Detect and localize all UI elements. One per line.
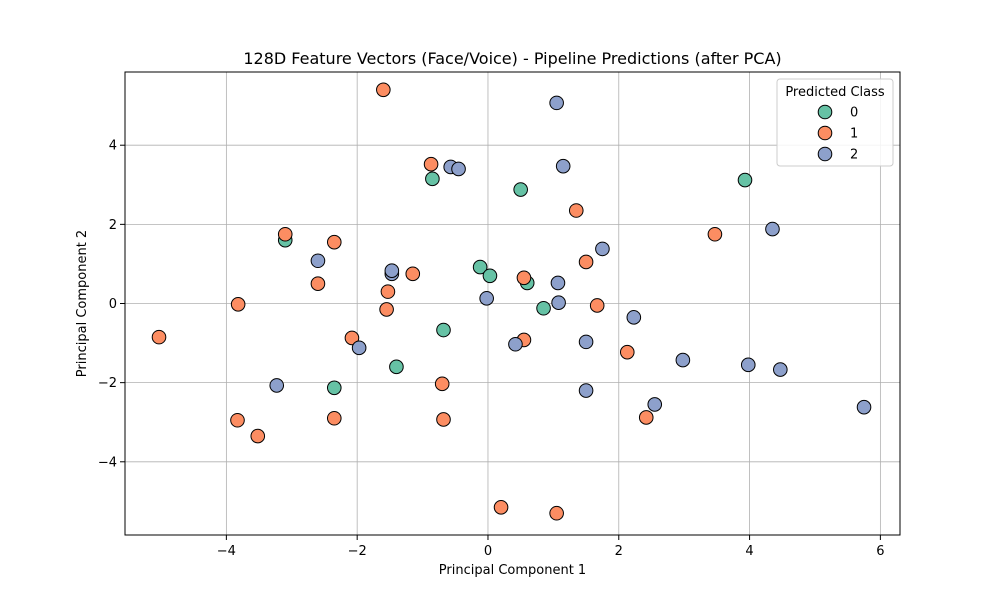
data-point-class-2 [551,295,566,311]
data-point-class-2 [508,336,523,352]
data-point-class-1 [230,412,245,428]
y-axis-label: Principal Component 2 [75,230,90,377]
data-point-class-1 [326,234,342,250]
y-tick-label: 4 [109,139,117,154]
data-point-class-2 [310,253,326,269]
data-point-class-2 [549,95,564,111]
data-point-class-0 [482,268,498,284]
x-axis-ticks: −4 −2 0 2 4 6 [217,535,885,559]
data-point-class-2 [351,340,367,356]
y-tick-label: −2 [98,376,117,391]
data-point-class-1 [434,376,450,392]
data-point-class-1 [638,410,654,425]
data-point-class-1 [619,344,635,360]
x-tick-label: −4 [217,544,236,559]
data-point-class-0 [472,259,488,275]
x-axis-label: Principal Component 1 [439,563,586,578]
data-point-class-2 [578,383,594,398]
data-point-class-2 [578,334,594,350]
data-point-class-1 [344,330,360,346]
data-point-class-1 [379,302,394,317]
data-point-class-1 [230,296,246,312]
plot-area: −4 −2 0 2 4 6 −4 −2 0 2 4 [98,71,901,559]
data-point-class-0 [326,380,342,396]
data-point-class-1 [277,226,293,242]
data-point-class-1 [549,505,564,521]
y-axis-ticks: −4 −2 0 2 4 [98,139,125,470]
legend-marker-class-0 [817,104,833,120]
legend-marker-class-2 [817,146,833,162]
data-point-class-2 [451,161,466,177]
data-point-class-2 [740,357,756,373]
x-tick-label: −2 [348,544,367,559]
data-point-class-0 [737,172,753,188]
y-tick-label: 0 [109,297,117,312]
x-tick-label: 0 [484,544,492,559]
data-point-class-1 [151,329,167,345]
data-point-class-0 [425,171,440,187]
data-point-class-2 [765,221,780,237]
legend-label-class-1: 1 [850,127,858,142]
data-point-class-1 [568,203,584,218]
data-point-class-2 [550,275,566,291]
data-point-class-1 [436,412,451,427]
data-point-class-2 [773,362,788,377]
legend-box [776,78,894,167]
data-point-class-0 [536,300,551,316]
data-point-class-0 [436,322,451,338]
data-point-class-1 [423,156,439,172]
data-point-class-1 [326,410,342,426]
data-point-class-2 [595,241,610,257]
data-point-class-2 [384,263,400,278]
data-point-class-2 [555,158,571,174]
x-tick-label: 4 [745,544,753,559]
data-point-class-1 [707,226,723,242]
data-points [151,82,872,521]
data-point-class-1 [578,254,594,270]
data-point-class-1 [516,270,532,286]
data-point-class-2 [647,397,663,412]
data-point-class-1 [380,284,396,299]
data-point-class-2 [479,291,494,306]
data-point-class-1 [405,266,421,282]
data-point-class-1 [589,298,605,313]
legend-marker-class-1 [817,125,833,141]
legend-label-class-2: 2 [850,148,858,163]
data-point-class-0 [389,359,404,375]
data-point-class-1 [310,276,326,292]
y-tick-label: −4 [98,455,117,470]
x-tick-label: 2 [615,544,623,559]
y-tick-label: 2 [109,218,117,233]
legend-label-class-0: 0 [850,106,858,121]
legend: Predicted Class 0 1 2 [776,78,894,167]
legend-items: 0 1 2 [817,104,858,163]
chart-title: 128D Feature Vectors (Face/Voice) - Pipe… [243,49,781,68]
data-point-class-2 [626,310,642,325]
data-point-class-1 [250,428,266,444]
data-point-class-2 [856,399,872,415]
x-tick-label: 6 [876,544,884,559]
data-point-class-2 [675,352,691,368]
data-point-class-2 [269,378,285,393]
data-point-class-1 [493,499,509,515]
legend-title: Predicted Class [785,85,885,100]
data-point-class-0 [513,182,528,197]
data-point-class-1 [376,82,391,98]
